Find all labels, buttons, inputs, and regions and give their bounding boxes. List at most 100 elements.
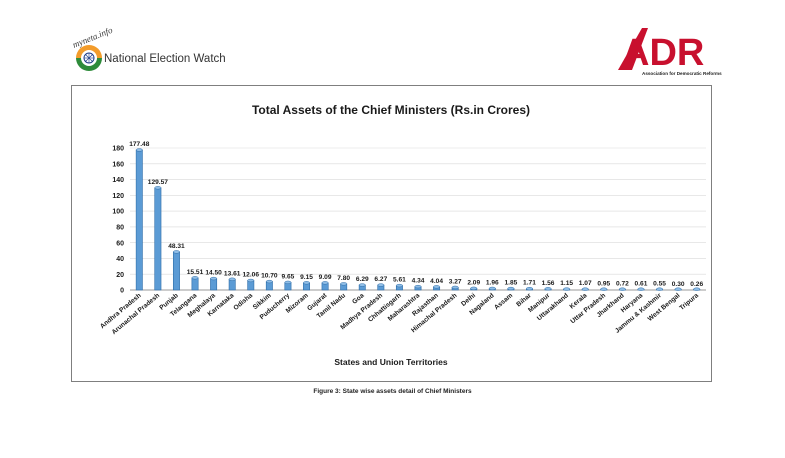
bar — [563, 287, 571, 291]
data-label: 1.07 — [579, 280, 592, 287]
data-label: 177.48 — [129, 141, 150, 148]
x-tick-label: Goa — [351, 292, 366, 306]
x-axis-title: States and Union Territories — [334, 357, 447, 367]
data-label: 129.57 — [148, 179, 169, 186]
bar — [414, 284, 422, 291]
bar-body — [154, 187, 162, 291]
data-label: 7.80 — [337, 275, 350, 282]
bar-cap — [451, 285, 459, 290]
bar-cap — [358, 283, 366, 287]
bar-cap — [637, 287, 645, 291]
bar — [656, 287, 664, 291]
data-label: 1.15 — [560, 280, 573, 287]
bar — [526, 287, 533, 291]
bar — [693, 287, 701, 291]
data-label: 6.29 — [356, 276, 369, 283]
bar-body — [135, 149, 143, 291]
bar-cap — [247, 278, 255, 283]
bar-cap — [414, 284, 422, 289]
y-tick-label: 160 — [112, 161, 124, 168]
data-label: 0.26 — [690, 281, 703, 288]
gridlines — [130, 147, 706, 291]
bar — [433, 285, 441, 291]
adr-swoosh-icon — [618, 28, 648, 70]
adr-subtitle-text: Association for Democratic Reforms — [642, 71, 722, 76]
bar — [618, 287, 626, 291]
chart-title: Total Assets of the Chief Ministers (Rs.… — [252, 103, 530, 117]
bar-cap — [265, 279, 273, 284]
bar — [377, 283, 385, 291]
adr-logo-graphic: ADR Association for Democratic Reforms — [618, 28, 722, 76]
data-label: 1.71 — [523, 280, 536, 287]
bar-cap — [693, 287, 701, 291]
data-label: 2.09 — [467, 279, 480, 286]
bar — [470, 286, 478, 291]
data-labels: 177.48 129.57 48.31 15.51 14.50 13.61 12.06 10.… — [129, 141, 703, 288]
bar-cap — [210, 276, 218, 281]
bar — [172, 250, 180, 291]
data-label: 0.61 — [635, 281, 648, 288]
bar-cap — [173, 250, 180, 254]
bar-cap — [154, 186, 162, 190]
bar-cap — [507, 286, 515, 291]
bar — [340, 282, 348, 291]
data-label: 1.56 — [542, 280, 555, 287]
bar-cap — [470, 286, 478, 291]
data-label: 48.31 — [168, 243, 185, 250]
y-tick-label: 40 — [116, 256, 124, 263]
y-axis: 0 20 40 60 80 100 120 140 160 180 — [112, 146, 124, 295]
bar — [507, 286, 515, 291]
y-tick-label: 20 — [116, 272, 124, 279]
bar — [284, 280, 292, 291]
bar-cap — [340, 282, 348, 286]
bar-cap — [656, 287, 663, 291]
bar — [265, 279, 273, 291]
data-label: 0.95 — [597, 280, 610, 287]
bar-cap — [563, 287, 571, 291]
y-tick-label: 80 — [116, 224, 124, 231]
bar-cap — [600, 287, 608, 291]
bar — [210, 276, 218, 291]
x-tick-label: Tripura — [678, 292, 700, 312]
national-election-watch-text: National Election Watch — [104, 53, 226, 65]
data-label: 6.27 — [374, 276, 387, 283]
y-tick-label: 100 — [112, 209, 124, 216]
bar — [358, 283, 366, 291]
bar-body — [191, 277, 199, 291]
bar-cap — [321, 281, 329, 285]
x-tick-label: Odisha — [232, 292, 254, 312]
data-label: 4.04 — [430, 278, 443, 285]
bar-cap — [191, 276, 199, 280]
bar — [544, 287, 552, 291]
data-label: 3.27 — [449, 278, 462, 285]
data-label: 0.30 — [672, 281, 685, 288]
bar-cap — [303, 281, 310, 285]
bar — [154, 186, 162, 291]
bar — [600, 287, 608, 291]
y-tick-label: 0 — [120, 288, 124, 295]
bar-cap — [396, 283, 403, 288]
myneta-logo-graphic: myneta.info National Election Watch — [71, 25, 226, 71]
data-label: 0.72 — [616, 280, 629, 287]
bar — [395, 283, 403, 291]
bar — [303, 281, 310, 291]
data-label: 9.15 — [300, 274, 313, 281]
bar-cap — [228, 277, 236, 281]
bar-cap — [526, 287, 533, 291]
bar — [191, 276, 199, 291]
bar — [581, 287, 589, 291]
chakra-icon — [76, 45, 102, 71]
assets-bar-chart: Total Assets of the Chief Ministers (Rs.… — [99, 103, 706, 367]
bar — [247, 278, 255, 291]
adr-brand-text: ADR — [622, 32, 704, 74]
bar-body — [172, 251, 180, 291]
figure-caption: Figure 3: State wise assets detail of Ch… — [313, 388, 472, 395]
data-label: 9.09 — [319, 274, 332, 281]
bar-body — [210, 278, 218, 291]
data-label: 1.96 — [486, 279, 499, 286]
bar-cap — [135, 148, 143, 152]
data-label: 9.65 — [282, 273, 295, 280]
bars — [135, 148, 701, 291]
bar — [228, 277, 236, 291]
bar — [135, 148, 143, 291]
